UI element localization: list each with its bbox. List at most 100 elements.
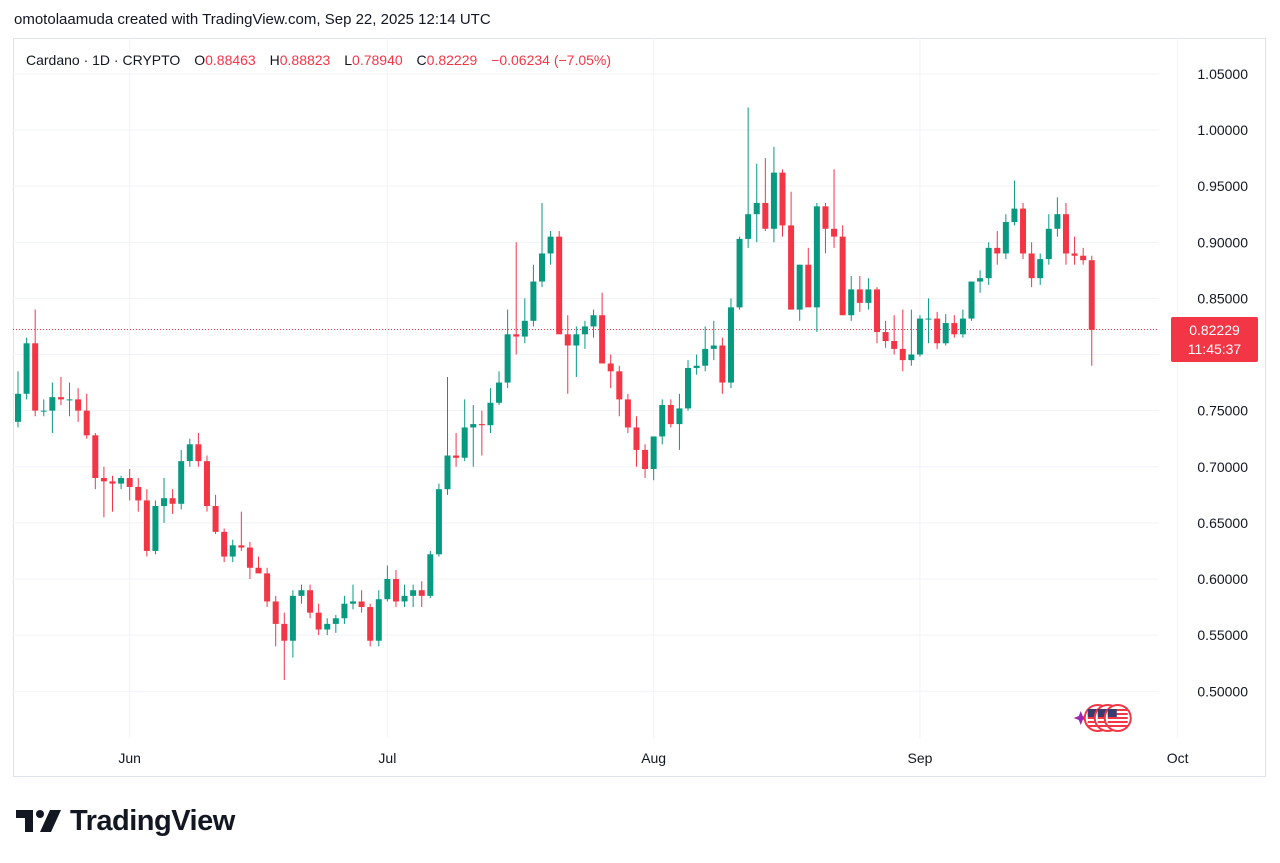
candlestick-series [15, 107, 1095, 681]
high-value: 0.88823 [279, 52, 331, 68]
candle [461, 399, 468, 462]
candle [925, 298, 932, 344]
candle [358, 590, 365, 613]
flag-canton [1087, 709, 1097, 717]
candle-body [977, 278, 984, 282]
candle-body [599, 315, 606, 364]
candle [1011, 180, 1018, 226]
candle [92, 433, 99, 490]
candle-body [573, 334, 580, 346]
candle [831, 169, 838, 248]
candle-body [788, 225, 795, 310]
candle [384, 565, 391, 602]
price-axis[interactable]: 1.050001.000000.950000.900000.850000.800… [1197, 66, 1248, 699]
candle-body [315, 612, 322, 630]
candle-body [32, 343, 39, 411]
candle-body [264, 573, 271, 602]
candle [307, 584, 314, 619]
candle [839, 225, 846, 316]
candle [916, 315, 923, 357]
candle [762, 158, 769, 232]
candle-body [203, 461, 210, 507]
candle-body [461, 427, 468, 458]
candle [341, 595, 348, 624]
candle [616, 365, 623, 417]
flag-stripe [1107, 717, 1128, 719]
candle-body [487, 402, 494, 426]
candle [161, 477, 168, 523]
candle [770, 146, 777, 243]
candle [118, 475, 125, 490]
candle [350, 584, 357, 610]
candle [556, 231, 563, 335]
candle-body [186, 444, 193, 462]
candle-body [590, 315, 597, 327]
flag-stripe [1107, 721, 1128, 723]
candle-body [410, 590, 417, 596]
candle-body [444, 455, 451, 490]
tradingview-footer[interactable]: TradingView [16, 803, 235, 839]
economic-events[interactable] [1073, 704, 1132, 732]
candle [75, 388, 82, 422]
candle [1071, 236, 1078, 265]
candle-body [538, 253, 545, 282]
candle-body [659, 405, 666, 437]
candle-body [375, 599, 382, 641]
candle-body [547, 236, 554, 254]
candle [702, 326, 709, 372]
candle-body [298, 590, 305, 596]
candle-body [152, 506, 159, 551]
candle [332, 614, 339, 633]
candle [66, 382, 73, 417]
candle [934, 311, 941, 349]
candle [324, 618, 331, 636]
candle [856, 275, 863, 312]
candle [264, 567, 271, 608]
candle [530, 264, 537, 327]
candle-body [367, 607, 374, 641]
candle-body [238, 545, 245, 548]
candle-body [281, 623, 288, 641]
candle [1028, 242, 1035, 288]
candle-body [727, 307, 734, 383]
candle [685, 360, 692, 411]
candle-body [40, 410, 47, 412]
candle [1080, 247, 1087, 265]
candle-body [779, 172, 786, 226]
candle [444, 376, 451, 495]
candle [659, 399, 666, 445]
candle-body [23, 343, 30, 394]
candle [1045, 214, 1052, 265]
candle [178, 449, 185, 510]
candle [693, 354, 700, 375]
candle [195, 433, 202, 467]
candle [968, 281, 975, 321]
candle-body [736, 238, 743, 308]
candle-body [453, 455, 460, 458]
candle-body [1080, 255, 1087, 261]
time-tick-label: Aug [641, 750, 666, 766]
candle-body [272, 601, 279, 624]
us-flag-event-icon [1103, 704, 1132, 732]
time-axis[interactable]: Jun Jul Aug Sep Oct [118, 750, 1188, 766]
flag-canton [1107, 709, 1117, 717]
candle [753, 163, 760, 243]
chart-grid [13, 38, 1179, 738]
symbol-label[interactable]: Cardano · 1D · CRYPTO [26, 52, 181, 68]
candle-body [899, 348, 906, 361]
candle-body [667, 405, 674, 425]
candle [667, 399, 674, 428]
candle [221, 528, 228, 563]
candle [186, 438, 193, 467]
candle-body [221, 531, 228, 557]
candle [135, 477, 142, 512]
candle [23, 337, 30, 400]
candle-body [307, 590, 314, 613]
candle [538, 202, 545, 288]
price-tick-label: 0.50000 [1197, 683, 1248, 699]
candlestick-chart[interactable]: 1.050001.000000.950000.900000.850000.800… [13, 38, 1266, 777]
candle [788, 191, 795, 310]
candle-body [229, 545, 236, 557]
price-tick-label: 0.85000 [1197, 290, 1248, 306]
candle-body [496, 382, 503, 403]
